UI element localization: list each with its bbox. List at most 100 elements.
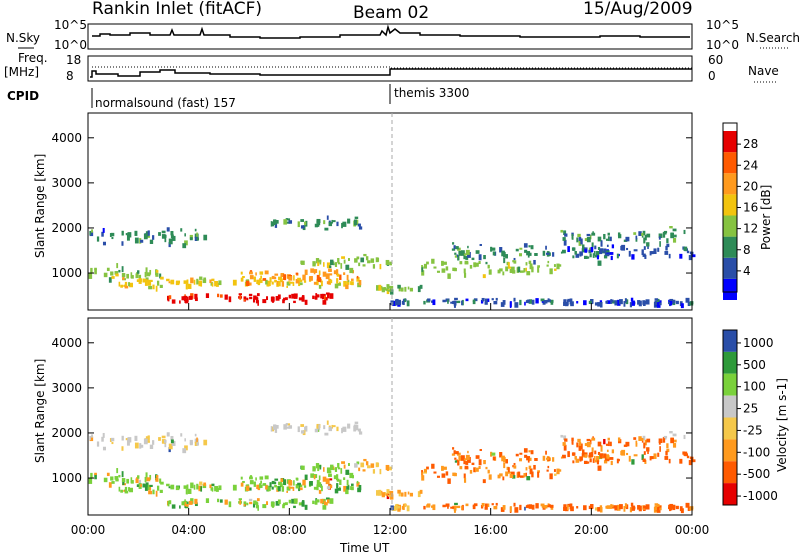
- power-cell: [629, 302, 633, 308]
- power-cell: [606, 300, 611, 304]
- nsky-trace: [92, 24, 690, 39]
- power-cell: [279, 278, 283, 283]
- velocity-cell: [465, 503, 469, 507]
- power-cell: [120, 284, 123, 288]
- power-cell: [576, 301, 579, 304]
- power-cell: [459, 261, 463, 265]
- velocity-cell: [517, 471, 521, 478]
- power-cell: [517, 266, 521, 273]
- velocity-cell: [286, 426, 291, 429]
- velocity-cell: [273, 481, 277, 485]
- power-cell: [465, 298, 469, 302]
- power-cell: [447, 273, 451, 279]
- velocity-cell: [314, 428, 318, 433]
- velocity-ytick-label: 3000: [51, 381, 82, 395]
- velocity-cell: [121, 471, 124, 478]
- power-cell: [529, 252, 532, 256]
- power-cell: [347, 218, 351, 224]
- velocity-cell: [691, 459, 696, 463]
- beam-title: Beam 02: [353, 3, 429, 23]
- power-cell: [194, 297, 198, 302]
- velocity-cell: [472, 504, 476, 507]
- velocity-cell: [152, 489, 155, 495]
- power-cell: [326, 215, 329, 220]
- power-cell: [513, 257, 516, 261]
- power-cell: [659, 241, 661, 247]
- velocity-cell: [346, 479, 349, 486]
- power-cell: [91, 229, 93, 233]
- velocity-cell: [351, 486, 354, 491]
- velocity-cell: [130, 477, 133, 484]
- power-cell: [301, 296, 305, 302]
- power-cell: [588, 300, 592, 305]
- velocity-cell: [512, 475, 516, 479]
- velocity-cell: [336, 426, 339, 432]
- power-cell: [603, 233, 606, 240]
- velocity-cell: [88, 477, 93, 484]
- power-cell: [609, 236, 612, 242]
- power-cell: [400, 287, 404, 292]
- power-cell: [563, 230, 567, 236]
- power-cell: [687, 301, 691, 307]
- velocity-cell: [514, 507, 519, 513]
- power-cell: [264, 270, 269, 275]
- power-cell: [447, 299, 449, 304]
- power-cell: [460, 250, 465, 256]
- power-cell: [149, 279, 153, 282]
- velocity-cell: [106, 472, 110, 477]
- power-cell: [534, 253, 538, 256]
- time-x-axis: 00:00 04:00 08:00 12:00 16:00 20:00 00:00: [71, 303, 709, 537]
- velocity-cell: [317, 465, 320, 472]
- power-cell: [271, 221, 275, 227]
- velocity-cell: [563, 444, 567, 451]
- velocity-cell: [603, 453, 607, 458]
- velocity-cell: [295, 477, 299, 480]
- power-cell: [577, 233, 581, 238]
- power-cell: [423, 266, 427, 269]
- velocity-cell: [645, 504, 650, 510]
- velocity-cell: [295, 483, 300, 489]
- power-cell: [638, 300, 642, 307]
- velocity-cell: [471, 462, 475, 466]
- nsearch-label: N.Search: [746, 31, 800, 45]
- power-cell: [171, 235, 176, 241]
- velocity-cell: [356, 424, 359, 431]
- power-cell: [313, 281, 317, 285]
- power-cell: [189, 237, 193, 241]
- velocity-cell: [657, 452, 660, 457]
- power-cell: [196, 237, 199, 241]
- power-cell: [588, 247, 591, 253]
- power-cell: [666, 238, 669, 244]
- velocity-cell: [571, 452, 576, 456]
- velocity-cell: [431, 505, 434, 508]
- time-tick-label: 08:00: [272, 523, 307, 537]
- velocity-cell: [644, 439, 647, 446]
- velocity-cell: [136, 477, 139, 482]
- power-cell: [187, 283, 192, 289]
- velocity-cell: [485, 466, 488, 470]
- power-cell: [583, 300, 587, 306]
- time-tick-label: 12:00: [373, 523, 408, 537]
- power-cell: [543, 299, 548, 304]
- power-cell: [259, 278, 262, 284]
- power-cell: [533, 259, 536, 265]
- velocity-cell: [362, 469, 366, 472]
- power-cell: [295, 272, 299, 275]
- velocity-cell: [525, 467, 528, 471]
- velocity-cell: [329, 470, 332, 474]
- power-cell: [185, 298, 189, 302]
- velocity-cell: [537, 470, 540, 473]
- velocity-cell: [171, 504, 176, 509]
- power-cell: [501, 250, 505, 257]
- power-cell: [485, 261, 488, 265]
- power-cell: [318, 284, 322, 289]
- velocity-cell: [274, 428, 278, 433]
- power-cell: [144, 280, 148, 286]
- velocity-cell: [205, 498, 210, 504]
- velocity-cell: [168, 486, 171, 489]
- power-cell: [683, 229, 686, 235]
- velocity-cell: [609, 441, 612, 447]
- power-cell: [664, 251, 669, 255]
- velocity-cell: [375, 462, 379, 468]
